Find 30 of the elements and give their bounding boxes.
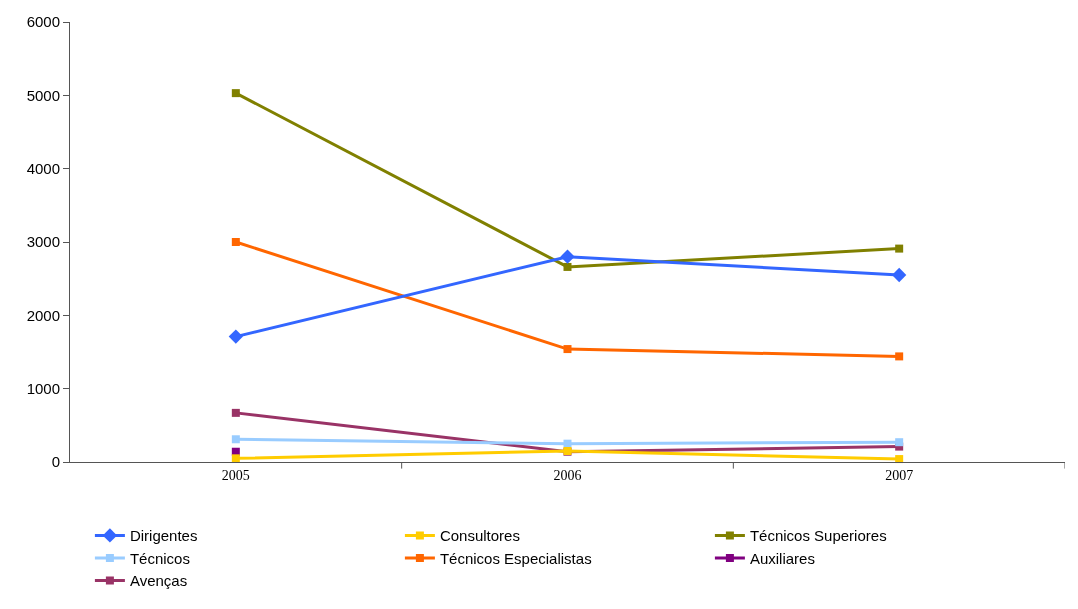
point	[895, 438, 904, 447]
legend-label: Consultores	[439, 527, 520, 545]
point	[560, 249, 575, 264]
point	[228, 329, 243, 344]
point	[563, 262, 572, 271]
legend-label: Auxiliares	[749, 549, 815, 567]
point	[231, 89, 240, 98]
y-tick-label: 0	[51, 453, 60, 471]
x-tick-label: 2005	[221, 467, 250, 483]
legend-label: Técnicos Especialistas	[439, 549, 592, 567]
legend-label: Técnicos Superiores	[749, 527, 887, 545]
y-tick-label: 6000	[26, 13, 60, 31]
y-tick-label: 3000	[26, 233, 60, 251]
point	[895, 352, 904, 361]
point	[563, 345, 572, 354]
point	[892, 267, 907, 283]
legend-label: Dirigentes	[129, 527, 198, 545]
point	[231, 408, 240, 417]
point	[231, 238, 240, 246]
x-tick-label: 2006	[553, 467, 582, 483]
point	[895, 244, 904, 253]
legend-label: Avenças	[129, 572, 188, 590]
point	[231, 454, 240, 463]
legend-label: Técnicos	[129, 549, 190, 567]
y-tick-label: 4000	[26, 159, 60, 177]
y-tick-label: 2000	[26, 306, 60, 324]
y-tick-label: 5000	[26, 86, 60, 104]
x-tick-label: 2007	[885, 467, 914, 483]
y-tick-label: 1000	[26, 379, 60, 397]
point	[231, 435, 240, 444]
